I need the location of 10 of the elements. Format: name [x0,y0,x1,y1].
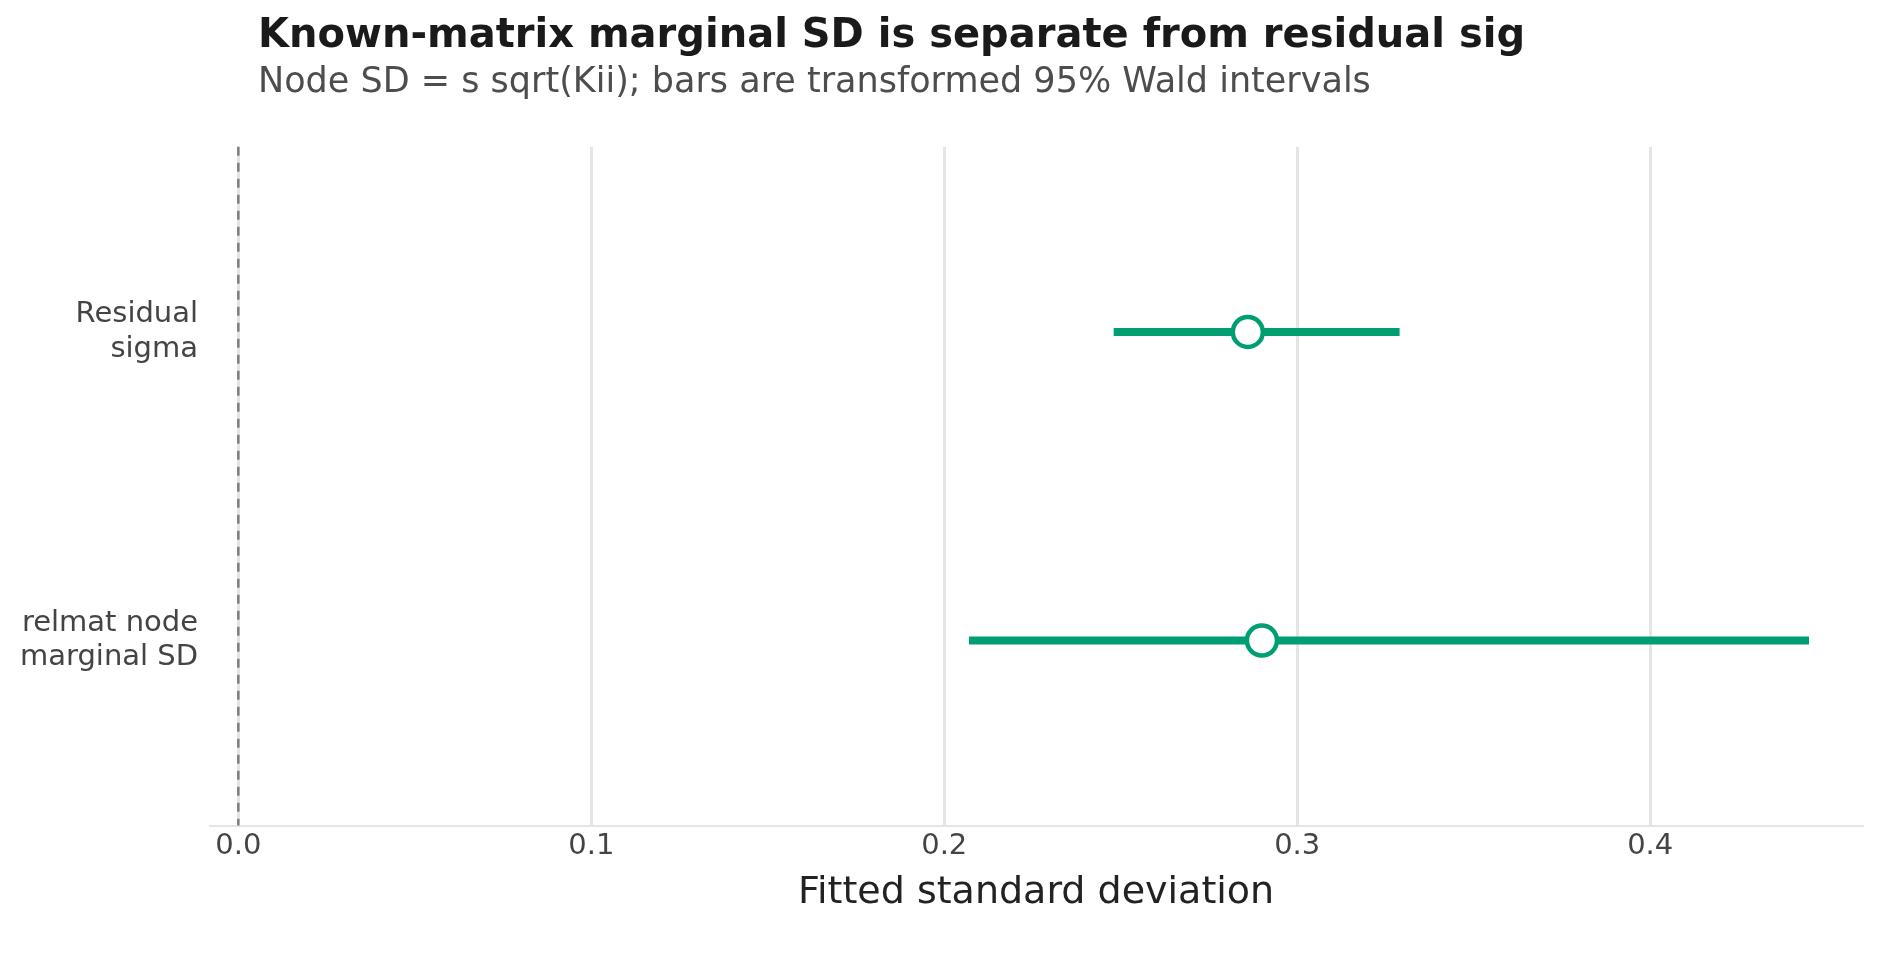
x-tick-label: 0.4 [1627,826,1674,861]
x-tick-label: 0.0 [215,826,262,861]
x-tick-label: 0.2 [921,826,968,861]
chart-subtitle: Node SD = s sqrt(Kii); bars are transformed 95% Wald intervals [258,60,1372,100]
y-tick-label: Residual sigma [75,295,199,364]
x-tick-label: 0.3 [1274,826,1321,861]
x-axis-title: Fitted standard deviation [797,868,1275,913]
x-tick-label: 0.1 [568,826,615,861]
chart-title: Known-matrix marginal SD is separate from residual sig [258,10,1527,56]
y-tick-label: relmat node marginal SD [19,603,199,673]
